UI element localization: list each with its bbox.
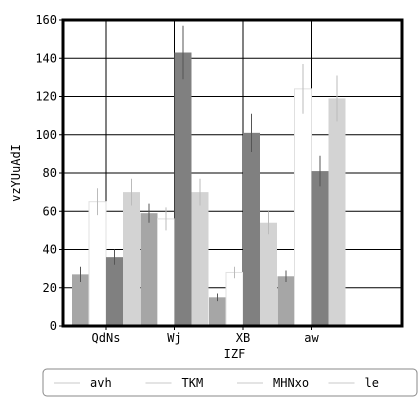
bar-le-Wj bbox=[191, 192, 209, 326]
bar-MHNxo-QdNs bbox=[106, 257, 123, 326]
error-bars bbox=[80, 25, 338, 302]
x-tick-label: QdNs bbox=[92, 331, 121, 345]
bar-avh-XB bbox=[209, 297, 226, 326]
y-axis-title: vzYUuAdI bbox=[9, 144, 23, 202]
legend-label-MHNxo: MHNxo bbox=[273, 376, 309, 390]
y-tick-label: 140 bbox=[35, 51, 57, 65]
legend-label-avh: avh bbox=[90, 376, 112, 390]
x-tick-label: aw bbox=[304, 331, 319, 345]
x-axis-title: IZF bbox=[224, 347, 246, 361]
y-axis-ticks: 0 20 40 60 80 100 120 140 160 bbox=[35, 13, 63, 333]
bars bbox=[72, 52, 346, 327]
bar-avh-Wj bbox=[140, 213, 158, 326]
y-tick-label: 20 bbox=[43, 281, 57, 295]
bar-TKM-Wj bbox=[157, 218, 175, 327]
y-tick-label: 100 bbox=[35, 128, 57, 142]
legend-box bbox=[42, 368, 418, 397]
bar-le-XB bbox=[260, 222, 277, 326]
y-tick-label: 80 bbox=[43, 166, 57, 180]
bar-TKM-XB bbox=[225, 271, 244, 327]
legend: avh TKM MHNxo le bbox=[42, 368, 418, 397]
bar-MHNxo-aw bbox=[311, 171, 329, 326]
y-tick-label: 0 bbox=[50, 319, 57, 333]
x-axis-ticks: QdNs Wj XB aw bbox=[92, 326, 319, 345]
bar-TKM-aw bbox=[294, 88, 312, 327]
x-tick-label: XB bbox=[236, 331, 250, 345]
y-tick-label: 40 bbox=[43, 243, 57, 257]
bar-avh-aw bbox=[277, 276, 295, 326]
bar-le-QdNs bbox=[123, 192, 140, 326]
y-tick-label: 120 bbox=[35, 90, 57, 104]
bar-le-aw bbox=[328, 98, 346, 326]
x-tick-label: Wj bbox=[167, 331, 181, 345]
y-tick-label: 60 bbox=[43, 204, 57, 218]
bar-avh-QdNs bbox=[72, 274, 89, 326]
bar-TKM-QdNs bbox=[88, 201, 107, 327]
legend-label-TKM: TKM bbox=[182, 376, 204, 390]
y-tick-label: 160 bbox=[35, 13, 57, 27]
legend-label-le: le bbox=[365, 376, 379, 390]
bar-MHNxo-Wj bbox=[174, 52, 192, 326]
bar-MHNxo-XB bbox=[243, 132, 260, 326]
